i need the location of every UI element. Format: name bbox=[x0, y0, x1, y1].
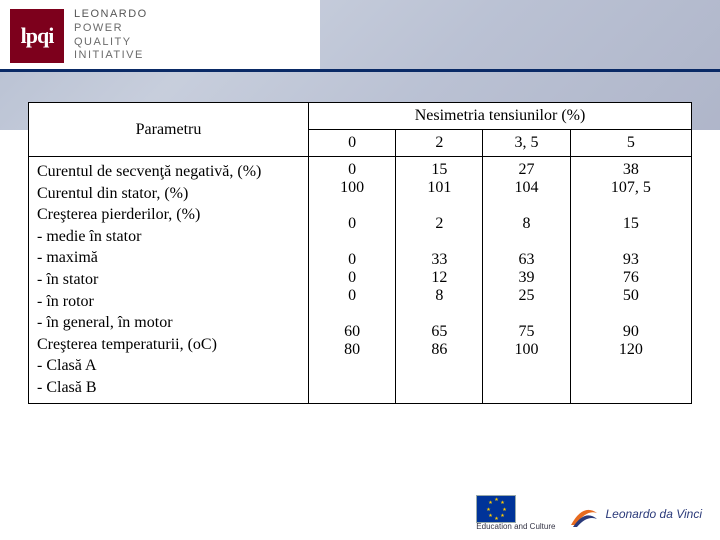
footer: ★ ★ ★ ★ ★ ★ ★ ★ Education and Culture Le… bbox=[476, 495, 702, 532]
initiative-name: LEONARDO POWER QUALITY INITIATIVE bbox=[74, 8, 148, 63]
content-area: Parametru Nesimetria tensiunilor (%) 0 2… bbox=[0, 72, 720, 404]
data-cell: 27 104 8 63 39 25 75 100 bbox=[483, 157, 570, 404]
ldv-text: Leonardo da Vinci bbox=[605, 508, 702, 520]
group-header: Nesimetria tensiunilor (%) bbox=[309, 103, 692, 130]
eu-caption: Education and Culture bbox=[476, 523, 555, 532]
swoosh-icon bbox=[569, 499, 599, 529]
eu-flag-icon: ★ ★ ★ ★ ★ ★ ★ ★ bbox=[476, 495, 516, 523]
col-header: 0 bbox=[309, 130, 396, 157]
data-cell: 0 100 0 0 0 0 60 80 bbox=[309, 157, 396, 404]
ldv-name: Leonardo da Vinci bbox=[605, 508, 702, 520]
col-header: 3, 5 bbox=[483, 130, 570, 157]
col-header: 5 bbox=[570, 130, 691, 157]
lpqi-logo: lpqi bbox=[10, 9, 64, 63]
leonardo-logo: Leonardo da Vinci bbox=[569, 499, 702, 529]
parameters-table: Parametru Nesimetria tensiunilor (%) 0 2… bbox=[28, 102, 692, 404]
lpqi-logo-text: lpqi bbox=[21, 23, 54, 49]
brand-header: lpqi LEONARDO POWER QUALITY INITIATIVE bbox=[0, 0, 320, 69]
initiative-line: LEONARDO bbox=[74, 8, 148, 22]
initiative-line: INITIATIVE bbox=[74, 49, 148, 63]
col-header: 2 bbox=[396, 130, 483, 157]
initiative-line: QUALITY bbox=[74, 36, 148, 50]
param-cell: Curentul de secvenţă negativă, (%) Curen… bbox=[29, 157, 309, 404]
initiative-line: POWER bbox=[74, 22, 148, 36]
param-header: Parametru bbox=[29, 103, 309, 157]
eu-block: ★ ★ ★ ★ ★ ★ ★ ★ Education and Culture bbox=[476, 495, 555, 532]
data-cell: 38 107, 5 15 93 76 50 90 120 bbox=[570, 157, 691, 404]
data-cell: 15 101 2 33 12 8 65 86 bbox=[396, 157, 483, 404]
